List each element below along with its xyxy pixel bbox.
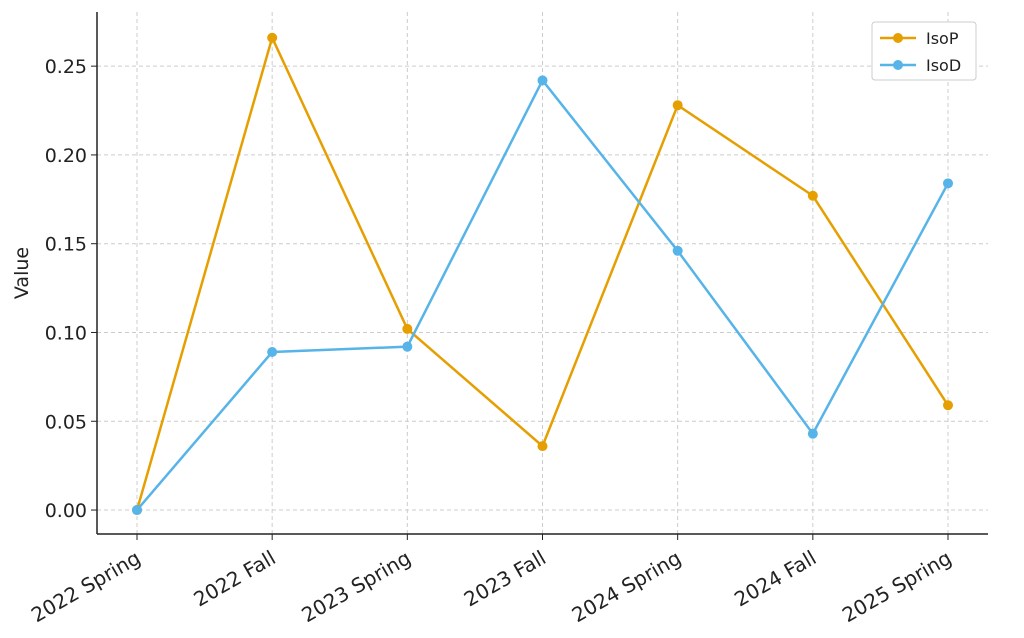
y-tick-label: 0.15 [45,234,87,256]
point [402,341,413,352]
x-tick-label: 2024 Fall [730,546,820,612]
point [672,245,683,256]
y-tick-label: 0.05 [45,411,87,433]
x-tick-label: 2023 Fall [460,546,550,612]
point [402,323,413,334]
y-tick-label: 0.25 [45,56,87,78]
point [672,100,683,111]
x-tick-label: 2024 Spring [568,546,685,628]
y-tick-label: 0.00 [45,500,87,522]
y-tick-label: 0.20 [45,145,87,167]
legend-marker [893,33,903,43]
x-tick-label: 2025 Spring [838,546,955,628]
point [267,347,278,358]
x-tick-label: 2022 Spring [27,546,144,628]
y-axis-label: Value [11,247,33,299]
point [267,32,278,43]
point [807,190,818,201]
point [537,75,548,86]
legend-label: IsoP [926,29,959,48]
y-tick-label: 0.10 [45,322,87,344]
legend-label: IsoD [926,56,961,75]
legend: IsoP IsoD [871,21,977,81]
point [807,428,818,439]
x-tick-label: 2023 Spring [297,546,414,628]
point [132,505,142,516]
legend-marker [893,60,903,70]
point [943,400,953,411]
x-tick-label: 2022 Fall [189,546,279,612]
point [943,178,953,189]
point [537,441,548,452]
